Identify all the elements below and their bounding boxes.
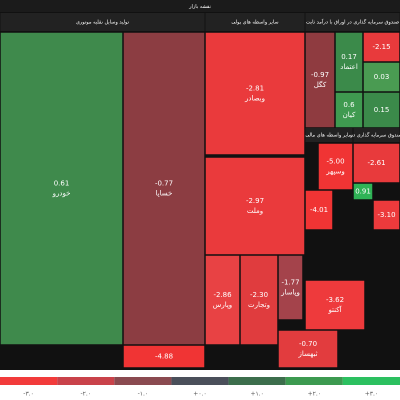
tile-change: -2.15 — [372, 43, 390, 51]
tile — [353, 183, 373, 200]
tile — [278, 255, 303, 320]
tile-change: -2.81 — [246, 85, 264, 93]
sector-name: سایر واسطه های پولی — [231, 20, 278, 26]
tile-change: -2.61 — [367, 159, 385, 167]
sector-header — [305, 13, 400, 31]
tile-name: وتجارت — [248, 301, 270, 309]
legend-swatch — [57, 377, 115, 385]
sector-header — [205, 13, 305, 31]
legend-swatch — [171, 377, 229, 385]
tile-name: کیان — [343, 111, 356, 119]
tile-change: -2.97 — [246, 197, 264, 205]
tile-change: -0.97 — [311, 71, 329, 79]
tile — [240, 255, 278, 345]
legend-label: +۱.۰ — [250, 391, 263, 398]
tile-change: -1.77 — [281, 279, 299, 287]
tile-name: کگل — [314, 80, 327, 89]
tile-name: خساپا — [156, 190, 173, 198]
tile — [363, 92, 400, 128]
legend-swatch — [285, 377, 343, 385]
tile-name: آکنتو — [327, 305, 342, 314]
tile-change: -3.10 — [377, 211, 395, 219]
legend-label: -۲.۰ — [80, 391, 91, 398]
tile-change: 0.91 — [355, 188, 371, 196]
tile-change: -4.01 — [310, 206, 328, 214]
sector-header — [305, 128, 353, 142]
legend-label: -۱.۰ — [138, 391, 149, 398]
tile-name: خودرو — [52, 190, 71, 198]
legend-label: +۲.۰ — [308, 391, 321, 398]
legend-swatch — [0, 377, 58, 385]
sector-header — [353, 128, 400, 142]
tile-name: وسپهر — [325, 168, 344, 176]
sector-name: صندوق سرمایه گذاری در اوراق با درآمد ثاب… — [306, 19, 399, 26]
tile-change: 0.15 — [374, 106, 390, 114]
tile-change: -2.30 — [250, 291, 268, 299]
tile — [305, 190, 333, 230]
tile — [0, 32, 123, 345]
tile-change: 0.6 — [343, 101, 355, 109]
tile — [363, 32, 400, 62]
tile-name: وبصادر — [244, 95, 265, 103]
legend-label: -۳.۰ — [23, 391, 34, 398]
tile — [123, 32, 205, 345]
tile-change: -0.70 — [299, 340, 317, 348]
tile-change: 0.17 — [341, 53, 357, 61]
tile-change: -0.77 — [155, 180, 173, 188]
tile — [278, 330, 338, 368]
tile — [373, 200, 400, 230]
title-bar — [0, 0, 400, 12]
tile — [123, 345, 205, 368]
tile-change: -4.88 — [155, 353, 173, 361]
legend-label: +۳.۰ — [365, 391, 378, 398]
sector-header — [0, 13, 205, 31]
tile — [318, 143, 353, 190]
tile — [353, 143, 400, 183]
tile — [205, 32, 305, 155]
legend-swatch — [114, 377, 172, 385]
tile-name: ثبهساز — [297, 350, 317, 358]
tile-change: -2.86 — [213, 291, 232, 299]
sector-name: صندوق سرمایه گذاری در — [349, 132, 400, 139]
legend-swatch — [342, 377, 400, 385]
tile-name: اعتماد — [340, 63, 358, 71]
tile-name: وپارس — [213, 301, 232, 309]
tile-name: وپاسار — [280, 289, 300, 297]
tile-name: وملت — [247, 207, 263, 215]
tile-change: 0.61 — [54, 180, 70, 188]
tile — [205, 157, 305, 255]
tile-change: 0.03 — [374, 73, 390, 81]
legend-label: +۰.۰ — [193, 391, 206, 398]
tile — [335, 32, 363, 92]
sector-name: تولید وسایل نقلیه موتوری — [76, 20, 130, 26]
tile — [305, 32, 335, 128]
tile — [363, 62, 400, 92]
tile-change: -5.00 — [326, 158, 344, 166]
legend-swatch — [228, 377, 286, 385]
tile — [205, 255, 240, 345]
tile — [335, 92, 363, 128]
map-title: نقشه بازار — [188, 4, 211, 10]
tile-change: -3.62 — [326, 296, 344, 304]
tile — [305, 280, 365, 330]
sector-name: سایر واسطه های مالی — [305, 133, 352, 139]
